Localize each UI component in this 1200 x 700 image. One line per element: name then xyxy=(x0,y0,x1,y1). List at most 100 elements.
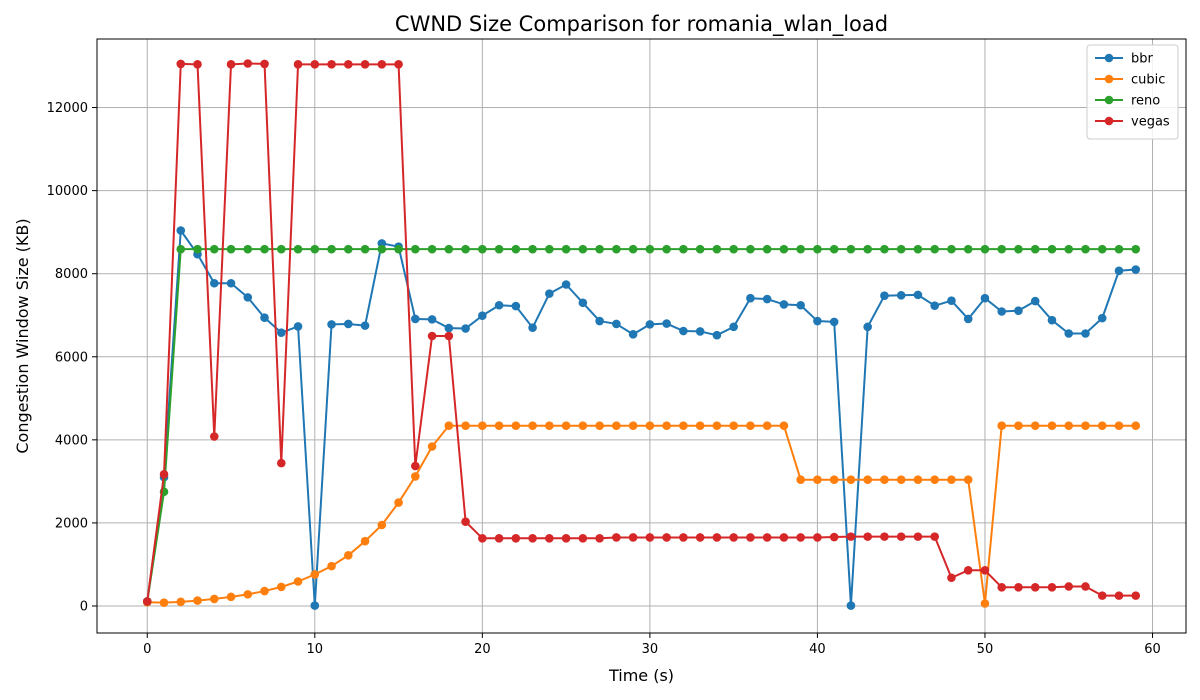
reno-point xyxy=(578,244,588,254)
cubic-point xyxy=(578,421,588,431)
x-tick-label: 50 xyxy=(977,642,994,657)
cubic-point xyxy=(729,421,738,431)
reno-point xyxy=(729,244,738,254)
bbr-point xyxy=(1047,315,1057,325)
vegas-point xyxy=(829,532,839,542)
series-layer xyxy=(142,59,1141,610)
cubic-point xyxy=(662,421,671,431)
bbr-point xyxy=(1114,266,1124,276)
cubic-point xyxy=(344,551,353,560)
reno-point xyxy=(344,244,353,254)
vegas-point xyxy=(1081,582,1090,591)
legend-swatch-marker xyxy=(1104,116,1114,126)
vegas-point xyxy=(578,533,588,543)
vegas-point xyxy=(528,533,537,543)
vegas-point xyxy=(679,533,688,542)
cubic-point xyxy=(947,475,956,485)
reno-point xyxy=(310,244,320,254)
vegas-point xyxy=(746,533,755,542)
cubic-point xyxy=(746,421,755,431)
cubic-point xyxy=(411,472,420,481)
vegas-point xyxy=(394,60,403,69)
bbr-point xyxy=(863,322,872,332)
vegas-point xyxy=(344,60,353,69)
reno-point xyxy=(880,244,889,254)
vegas-point xyxy=(209,432,219,441)
cubic-point xyxy=(293,577,303,586)
bbr-point xyxy=(545,289,554,298)
cubic-point xyxy=(846,475,856,485)
reno-point xyxy=(796,244,805,254)
legend-swatch-marker xyxy=(1104,95,1114,105)
bbr-point xyxy=(746,293,755,303)
bbr-point xyxy=(327,320,336,329)
cubic-point xyxy=(360,536,370,546)
cubic-point xyxy=(427,442,437,451)
bbr-point xyxy=(293,322,303,331)
bbr-point xyxy=(561,280,571,289)
legend-swatch-marker xyxy=(1104,74,1114,84)
vegas-point xyxy=(545,533,554,543)
reno-point xyxy=(243,244,253,254)
bbr-point xyxy=(997,307,1007,316)
x-tick-label: 10 xyxy=(307,642,324,657)
cubic-point xyxy=(494,421,504,431)
cubic-point xyxy=(712,421,722,431)
reno-point xyxy=(293,244,303,254)
bbr-point xyxy=(427,315,437,324)
vegas-point xyxy=(1030,583,1040,592)
reno-point xyxy=(494,244,504,254)
reno-point xyxy=(695,244,705,254)
legend-label: cubic xyxy=(1131,73,1165,88)
cubic-point xyxy=(1081,421,1090,431)
cubic-point xyxy=(779,421,789,431)
cubic-point xyxy=(595,421,604,431)
vegas-point xyxy=(478,533,487,543)
reno-point xyxy=(260,244,269,254)
reno-point xyxy=(209,244,219,254)
vegas-point xyxy=(444,331,454,341)
reno-point xyxy=(427,244,437,254)
bbr-point xyxy=(947,296,956,305)
bbr-point xyxy=(729,322,738,332)
reno-point xyxy=(645,244,655,254)
cubic-point xyxy=(276,582,286,592)
reno-point xyxy=(947,244,956,254)
y-tick-label: 8000 xyxy=(55,267,88,282)
vegas-point xyxy=(360,60,370,69)
reno-point xyxy=(813,244,822,254)
x-tick-label: 40 xyxy=(809,642,826,657)
vegas-point xyxy=(260,59,269,69)
vegas-point xyxy=(813,533,822,542)
reno-point xyxy=(963,244,973,254)
reno-point xyxy=(829,244,839,254)
x-tick-label: 30 xyxy=(642,642,659,657)
bbr-point xyxy=(260,313,269,323)
reno-point xyxy=(595,244,604,254)
vegas-point xyxy=(997,583,1007,592)
vegas-point xyxy=(176,59,186,69)
vegas-point xyxy=(427,331,437,341)
x-tick-label: 60 xyxy=(1144,642,1161,657)
y-tick-label: 10000 xyxy=(47,184,88,199)
vegas-point xyxy=(729,533,738,542)
vegas-point xyxy=(796,533,805,542)
bbr-point xyxy=(243,293,253,302)
bbr-point xyxy=(494,300,504,310)
bbr-point xyxy=(578,298,588,308)
cubic-point xyxy=(511,421,521,431)
reno-point xyxy=(411,244,420,254)
vegas-point xyxy=(695,533,705,542)
cubic-point xyxy=(226,592,236,602)
vegas-point xyxy=(628,533,638,542)
axis-ticks: 0 10 20 30 40 50 60 0 2000 4000 6000 8000 10000 12000 xyxy=(47,101,1161,657)
reno-point xyxy=(394,244,403,254)
cubic-point xyxy=(980,599,990,608)
vegas-point xyxy=(595,533,604,543)
cubic-point xyxy=(159,598,169,607)
reno-point xyxy=(276,244,286,254)
cubic-point xyxy=(796,475,805,485)
bbr-point xyxy=(478,311,487,320)
bbr-point xyxy=(209,278,219,288)
series-bbr xyxy=(142,226,1141,610)
